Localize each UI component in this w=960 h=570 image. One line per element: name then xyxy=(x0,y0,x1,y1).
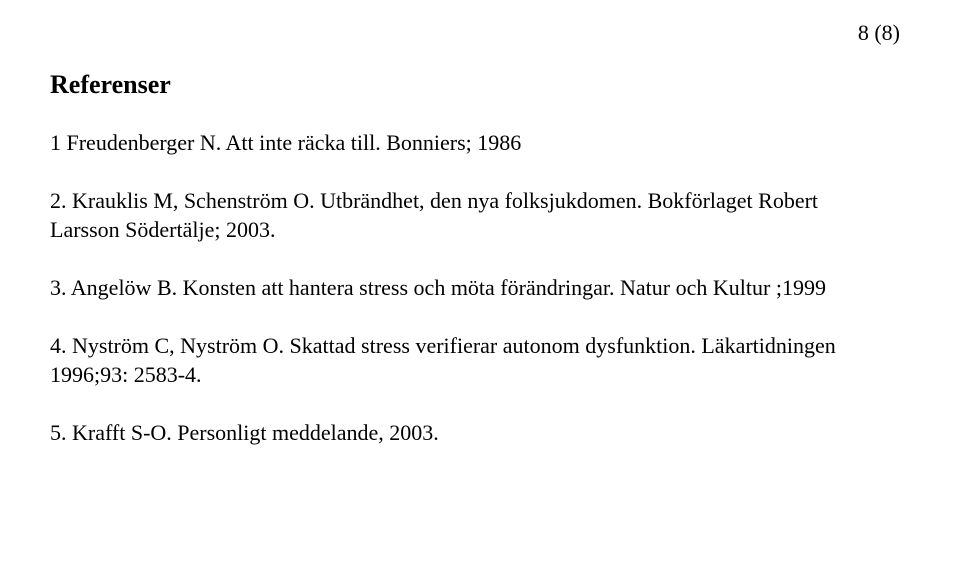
reference-item: 2. Krauklis M, Schenström O. Utbrändhet,… xyxy=(50,186,880,245)
page-number: 8 (8) xyxy=(858,20,900,46)
references-heading: Referenser xyxy=(50,70,880,100)
reference-item: 5. Krafft S-O. Personligt meddelande, 20… xyxy=(50,418,880,448)
reference-item: 1 Freudenberger N. Att inte räcka till. … xyxy=(50,128,880,158)
reference-item: 4. Nyström C, Nyström O. Skattad stress … xyxy=(50,331,880,390)
reference-item: 3. Angelöw B. Konsten att hantera stress… xyxy=(50,273,880,303)
document-page: 8 (8) Referenser 1 Freudenberger N. Att … xyxy=(0,0,960,570)
